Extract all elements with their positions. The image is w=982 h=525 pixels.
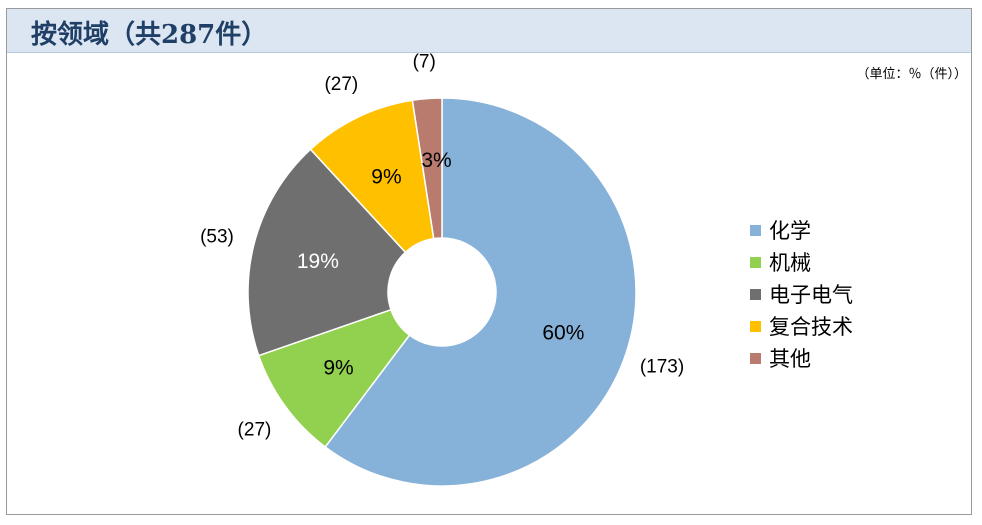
legend-label: 机械 (769, 251, 811, 275)
legend-label: 复合技术 (769, 315, 853, 339)
legend-swatch (750, 288, 761, 300)
count-label-other: (7) (413, 52, 436, 73)
legend-item-composite: 复合技术 (750, 310, 853, 342)
chart-title: 按领域（共287件） (31, 20, 268, 50)
percent-label-machinery: 9% (323, 356, 353, 379)
legend: 化学机械电子电气复合技术其他 (750, 214, 853, 374)
slice-other (411, 97, 443, 240)
title-bar: 按领域（共287件） (7, 9, 971, 53)
percent-label-composite: 9% (371, 166, 401, 189)
legend-swatch (750, 320, 761, 332)
legend-item-machinery: 机械 (750, 246, 853, 278)
percent-label-chemistry: 60% (542, 322, 584, 345)
unit-label: （单位：％（件）） (856, 67, 967, 82)
legend-item-other: 其他 (750, 342, 853, 374)
legend-label: 化学 (769, 219, 811, 243)
count-label-machinery: (27) (238, 420, 272, 441)
count-label-electronics: (53) (200, 226, 234, 247)
legend-item-electronics: 电子电气 (750, 278, 853, 310)
legend-swatch (750, 224, 761, 236)
legend-label: 电子电气 (769, 283, 853, 307)
legend-item-chemistry: 化学 (750, 214, 853, 246)
count-label-chemistry: (173) (640, 357, 684, 378)
legend-label: 其他 (769, 347, 811, 371)
slice-electronics (247, 148, 407, 357)
legend-swatch (750, 256, 761, 268)
slice-chemistry (324, 97, 637, 487)
percent-label-electronics: 19% (297, 250, 339, 273)
legend-swatch (750, 352, 761, 364)
count-label-composite: (27) (324, 74, 358, 95)
percent-label-other: 3% (421, 149, 451, 172)
